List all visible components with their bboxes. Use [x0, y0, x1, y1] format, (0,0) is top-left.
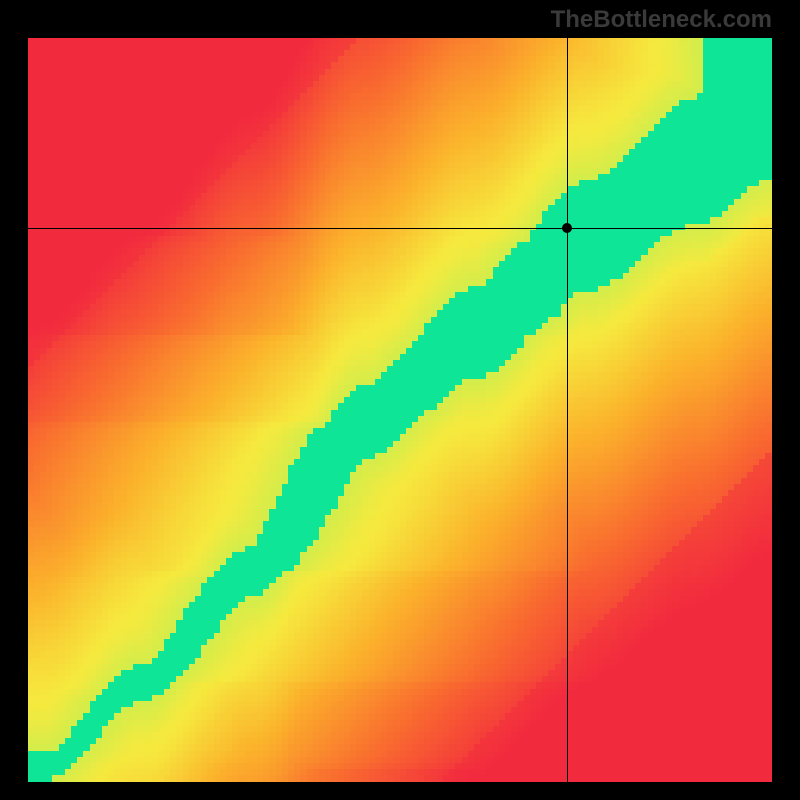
- crosshair-horizontal: [28, 228, 772, 229]
- crosshair-marker: [562, 223, 572, 233]
- heatmap-canvas: [28, 38, 772, 782]
- crosshair-vertical: [567, 38, 568, 782]
- attribution-text: TheBottleneck.com: [551, 6, 772, 34]
- chart-area: [28, 38, 772, 782]
